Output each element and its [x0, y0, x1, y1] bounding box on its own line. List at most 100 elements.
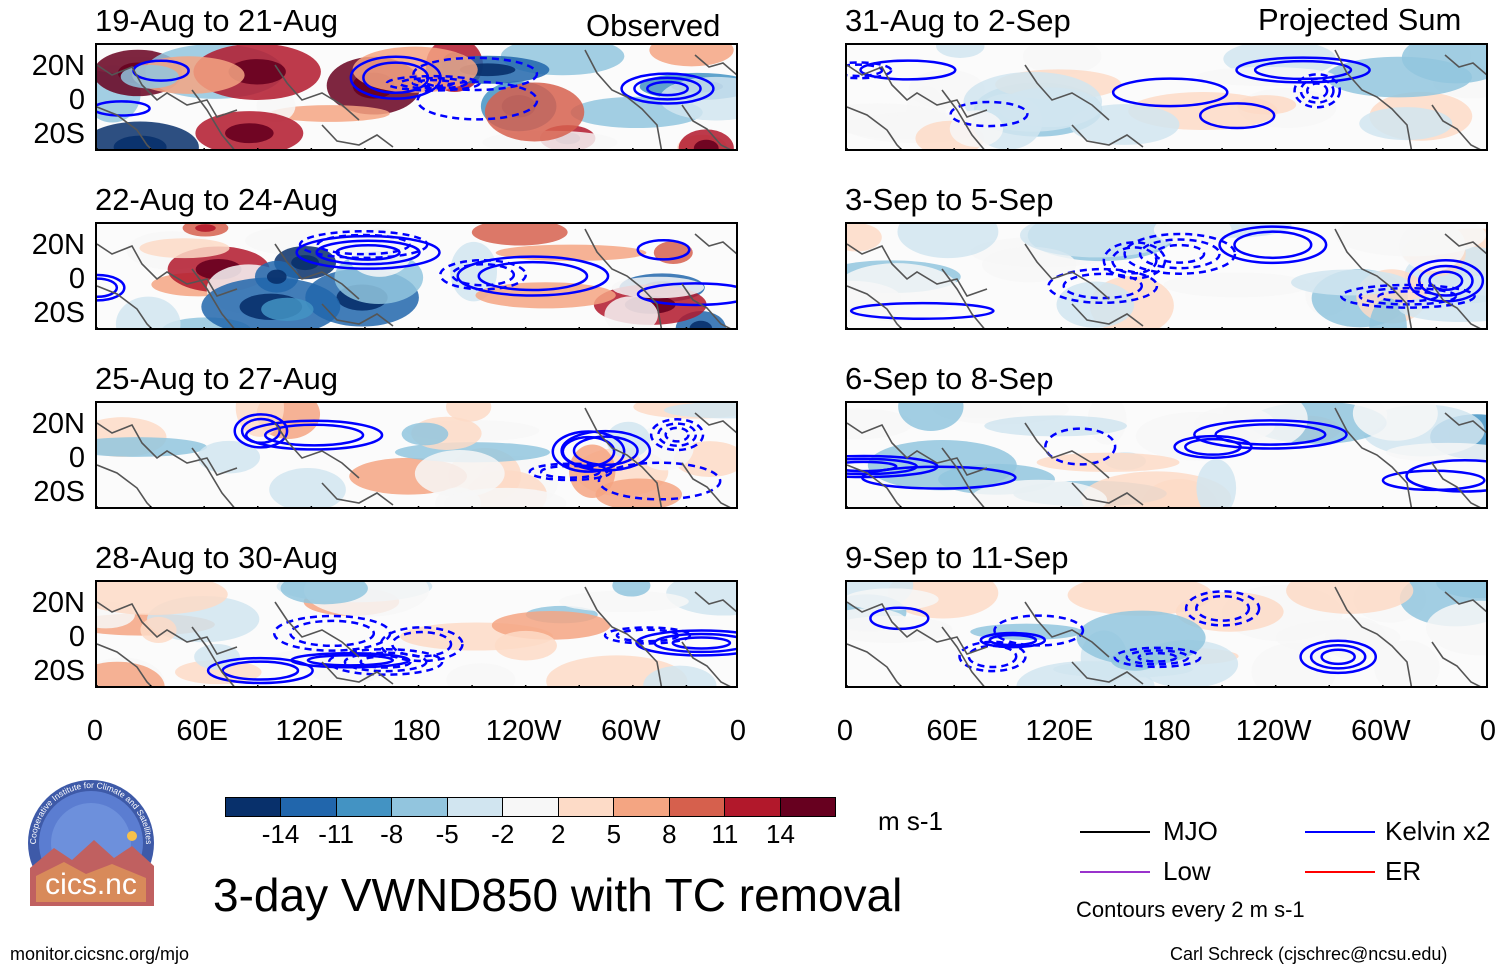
panel-map-svg [847, 45, 1486, 149]
colorbar-swatch [725, 798, 781, 816]
kelvin-contour-positive [636, 238, 691, 261]
lat-label: 20N [31, 229, 85, 261]
anomaly-shading [1056, 281, 1135, 328]
map-panel [95, 401, 738, 509]
anomaly-shading [484, 82, 585, 142]
logo-text: cics.nc [45, 868, 137, 901]
coastline [274, 422, 360, 479]
coastline [1024, 422, 1110, 479]
kelvin-contour-positive [1428, 270, 1464, 292]
anomaly-shading [1275, 620, 1401, 655]
anomaly-shading [120, 64, 179, 89]
anomaly-shading [847, 224, 882, 252]
anomaly-shading [97, 437, 208, 457]
coastline [1431, 641, 1481, 686]
colorbar-swatch [780, 798, 835, 816]
map-panel [95, 580, 738, 688]
projected-sum-header: Projected Sum [1258, 2, 1462, 37]
kelvin-contour-negative [289, 619, 376, 648]
anomaly-shading [1286, 582, 1414, 614]
lon-label: 0 [1479, 715, 1497, 747]
colorbar-swatch [336, 798, 393, 816]
coastline [191, 447, 235, 507]
kelvin-contour-negative [949, 100, 1029, 128]
coastline [97, 243, 238, 297]
lat-label: 0 [68, 263, 85, 295]
coastline [847, 285, 903, 328]
kelvin-contour-positive [233, 413, 289, 449]
legend-label-er: ER [1385, 856, 1422, 886]
map-panel [845, 43, 1488, 151]
kelvin-contour-positive [221, 660, 300, 681]
anomaly-shading [414, 449, 505, 498]
anomaly-shading [847, 588, 939, 611]
panel-map-svg [97, 45, 736, 149]
lon-label: 60W [601, 715, 661, 747]
anomaly-shading [139, 238, 230, 259]
coastline [847, 422, 988, 476]
anomaly-shading [1163, 272, 1311, 298]
anomaly-core [266, 269, 287, 284]
colorbar-tick-label: 2 [551, 819, 566, 849]
anomaly-shading [1221, 403, 1308, 449]
anomaly-shading [471, 224, 568, 246]
kelvin-contour-positive [979, 631, 1047, 649]
kelvin-contour-negative [391, 630, 453, 658]
coastline [321, 303, 394, 327]
lat-label: 20N [31, 408, 85, 440]
kelvin-contour-positive [315, 239, 421, 266]
anomaly-shading [1022, 45, 1102, 75]
kelvin-contour-negative [1305, 82, 1329, 100]
panel-map-svg [847, 582, 1486, 686]
panel-title: 3-Sep to 5-Sep [845, 182, 1054, 217]
kelvin-contour-negative [1299, 77, 1335, 104]
anomaly-core [689, 320, 713, 328]
legend-line-er [1305, 871, 1375, 873]
anomaly-core [225, 123, 274, 144]
kelvin-contour-positive [1299, 639, 1377, 675]
panel-title: 9-Sep to 11-Sep [845, 540, 1069, 575]
kelvin-contour-positive [206, 656, 314, 685]
anomaly-shading [1325, 56, 1473, 98]
coastline [274, 601, 360, 658]
lat-label: 0 [68, 621, 85, 653]
anomaly-shading [443, 487, 567, 507]
kelvin-contour-negative [1377, 290, 1439, 303]
lat-label: 20S [33, 655, 85, 687]
colorbar-tick-label: -2 [491, 819, 515, 849]
kelvin-contour-positive [1381, 469, 1486, 492]
kelvin-contour-negative [1154, 243, 1206, 264]
kelvin-contour-negative [1195, 594, 1251, 622]
lat-label: 20N [31, 50, 85, 82]
kelvin-contour-positive [636, 282, 736, 307]
kelvin-contour-positive [847, 454, 939, 479]
anomaly-shading [604, 296, 658, 328]
anomaly-shading [612, 582, 651, 597]
kelvin-contour-positive [1233, 230, 1313, 260]
anomaly-shading [969, 479, 1108, 507]
observed-header: Observed [586, 8, 721, 43]
coastline [1024, 601, 1110, 658]
lat-label: 20S [33, 476, 85, 508]
anomaly-shading [1426, 600, 1486, 656]
lat-label: 20S [33, 297, 85, 329]
panel-map-svg [97, 403, 736, 507]
coastline [847, 464, 903, 507]
lon-label: 120W [1235, 715, 1312, 747]
coastline [847, 64, 988, 118]
coastline [941, 268, 985, 328]
lat-label: 0 [68, 442, 85, 474]
coastline [941, 626, 985, 686]
kelvin-contour-positive [244, 419, 384, 451]
anomaly-shading [280, 582, 368, 605]
anomaly-shading [559, 590, 689, 613]
panel-title: 28-Aug to 30-Aug [95, 540, 339, 575]
panel-map-svg [847, 403, 1486, 507]
kelvin-contour-positive [290, 651, 411, 669]
coastline [694, 412, 736, 434]
panel-map-svg [97, 224, 736, 328]
kelvin-contour-positive [295, 234, 441, 270]
colorbar-swatch [503, 798, 559, 816]
map-panel [95, 43, 738, 151]
kelvin-contour-negative [993, 614, 1085, 647]
